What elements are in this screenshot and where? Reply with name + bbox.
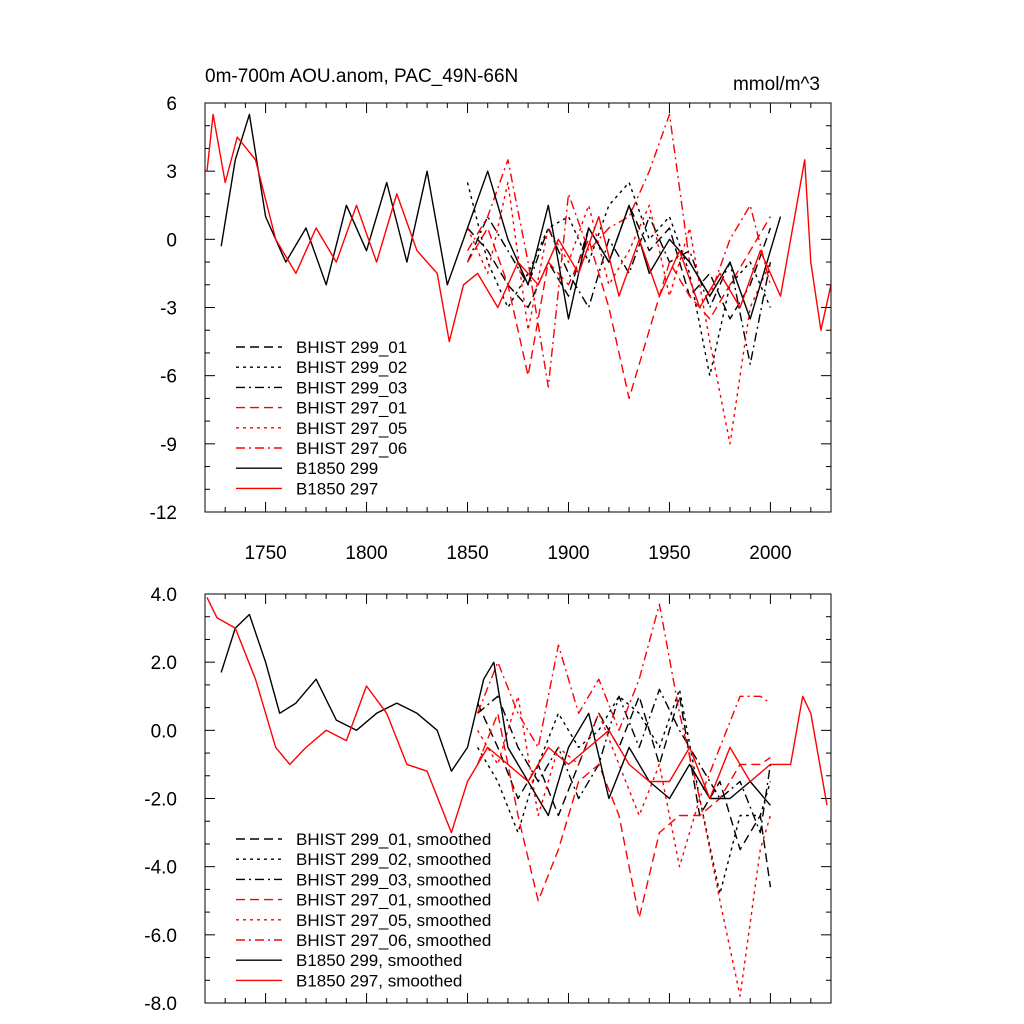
y-tick-label: -9 xyxy=(160,435,177,456)
x-tick-label: 1800 xyxy=(345,543,387,564)
legend-label: BHIST 299_03 xyxy=(296,378,407,397)
legend-label: BHIST 299_02, smoothed xyxy=(296,850,491,869)
series-line xyxy=(206,597,828,834)
y-tick-label: 0.0 xyxy=(151,721,177,742)
legend-label: BHIST 297_05 xyxy=(296,419,407,438)
y-tick-label: 2.0 xyxy=(151,653,177,674)
y-tick-label: 4.0 xyxy=(151,585,177,606)
x-tick-label: 1850 xyxy=(446,543,488,564)
legend-label: B1850 299 xyxy=(296,459,378,478)
x-tick-label: 1750 xyxy=(244,543,286,564)
series-line xyxy=(476,695,772,888)
series-line xyxy=(466,215,772,365)
x-tick-label: 2000 xyxy=(749,543,791,564)
legend-label: BHIST 297_06, smoothed xyxy=(296,931,491,950)
series-line xyxy=(476,688,772,895)
top-panel: 0m-700m AOU.anom, PAC_49N-66N mmol/m^3 1… xyxy=(150,66,832,564)
legend-label: BHIST 297_05, smoothed xyxy=(296,911,491,930)
series-line xyxy=(466,181,772,377)
x-tick-label: 1900 xyxy=(547,543,589,564)
legend-label: BHIST 297_01 xyxy=(296,399,407,418)
legend-label: BHIST 299_03, smoothed xyxy=(296,870,491,889)
legend-label: B1850 299, smoothed xyxy=(296,951,462,970)
legend-label: B1850 297, smoothed xyxy=(296,971,462,990)
y-tick-label: -6.0 xyxy=(144,926,177,947)
series-line xyxy=(206,113,832,343)
bottom-plot-frame xyxy=(204,593,832,1004)
y-tick-label: 0 xyxy=(166,230,177,251)
y-tick-label: -8.0 xyxy=(144,994,177,1015)
series-line xyxy=(476,712,771,919)
series-line xyxy=(220,613,771,817)
series-line xyxy=(220,113,782,320)
legend-label: B1850 297 xyxy=(296,479,378,498)
series-line xyxy=(477,688,772,834)
bottom-panel: -8.0 -6.0 -4.0 -2.0 0.0 2.0 4.0 BHIST 299_01, … xyxy=(144,585,832,1015)
top-units: mmol/m^3 xyxy=(733,74,820,95)
y-tick-label: -2.0 xyxy=(144,790,177,811)
legend-label: BHIST 297_01, smoothed xyxy=(296,891,491,910)
y-tick-label: 6 xyxy=(166,94,177,115)
series-line xyxy=(466,113,772,388)
legend-label: BHIST 299_01, smoothed xyxy=(296,830,491,849)
y-tick-label: 3 xyxy=(166,162,177,183)
legend-label: BHIST 299_02 xyxy=(296,358,407,377)
x-tick-label: 1950 xyxy=(648,543,690,564)
legend-label: BHIST 299_01 xyxy=(296,338,407,357)
y-tick-label: -3 xyxy=(160,299,177,320)
series-line xyxy=(466,181,772,445)
top-plot-frame xyxy=(204,102,832,513)
legend-label: BHIST 297_06 xyxy=(296,439,407,458)
series-line xyxy=(476,695,772,997)
y-tick-label: -4.0 xyxy=(144,858,177,879)
series-line xyxy=(466,216,772,400)
y-tick-label: -6 xyxy=(160,367,177,388)
y-tick-label: -12 xyxy=(150,503,177,524)
top-title: 0m-700m AOU.anom, PAC_49N-66N xyxy=(205,66,518,87)
